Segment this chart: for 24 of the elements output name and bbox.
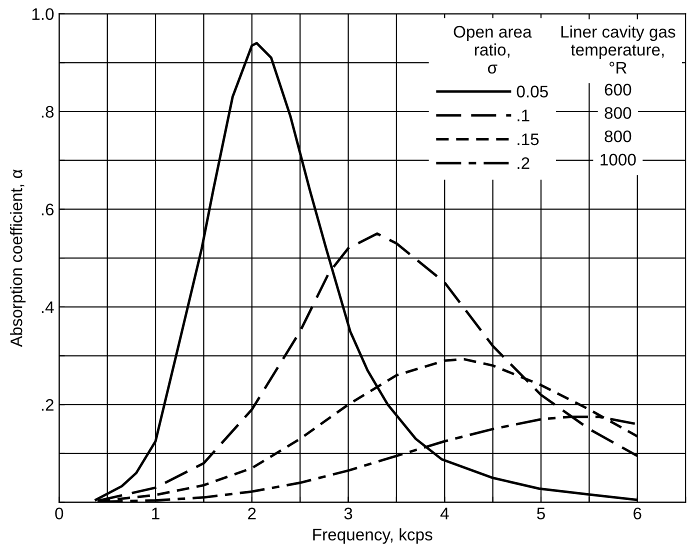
legend-label: .1 [518,110,530,122]
x-tick-label: 4 [440,508,449,520]
y-tick-label: .6 [42,204,54,216]
legend-label: 0.05 [516,86,548,98]
legend-label: .2 [518,157,530,169]
x-axis-title: Frequency, kcps [313,528,432,544]
annotation: 800 [604,107,632,119]
y-axis-title: Absorption coefficient, α [10,170,26,347]
annotation: Liner cavity gas temperature, °R [561,25,676,74]
y-tick-label: 1.0 [32,8,54,20]
legend-label: .15 [518,134,539,146]
annotation: 600 [604,84,632,96]
annotation: 1000 [600,154,636,166]
y-tick-label: .4 [42,301,54,313]
annotation: 800 [604,130,632,142]
x-tick-label: 0 [55,508,64,520]
y-tick-label: .2 [42,399,54,411]
x-tick-label: 5 [537,508,545,520]
y-tick-label: .8 [42,106,54,118]
x-tick-label: 3 [344,508,352,520]
x-tick-label: 6 [634,508,642,520]
x-tick-label: 1 [152,508,160,520]
x-tick-label: 2 [248,508,256,520]
legend-title: Open area ratio, σ [454,26,532,74]
